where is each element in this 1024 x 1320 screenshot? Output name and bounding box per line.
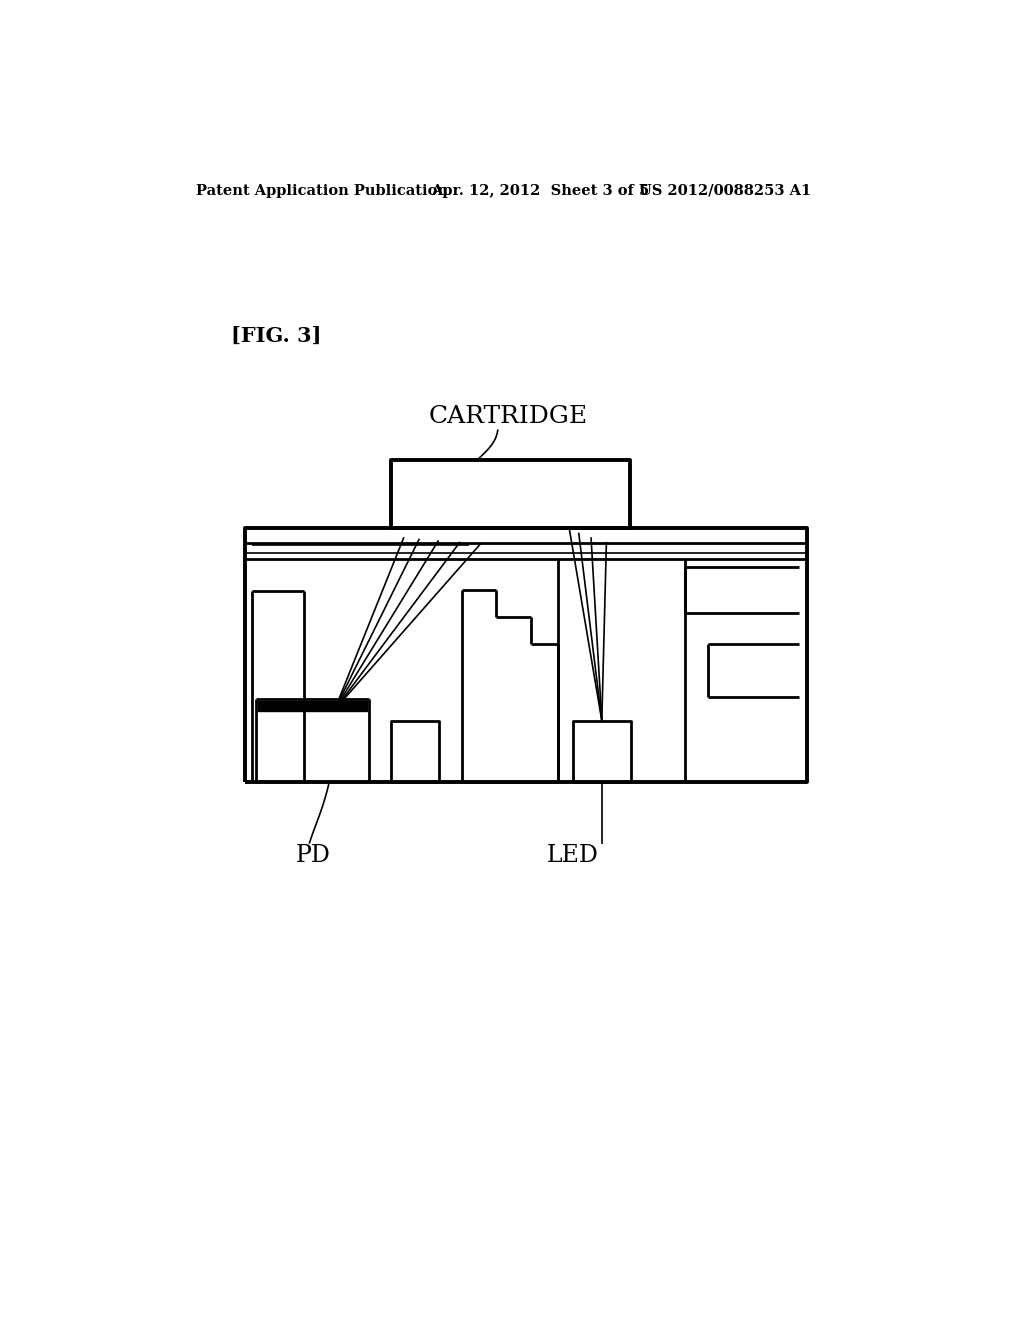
Text: Patent Application Publication: Patent Application Publication — [196, 183, 449, 198]
Text: US 2012/0088253 A1: US 2012/0088253 A1 — [639, 183, 811, 198]
Text: [FIG. 3]: [FIG. 3] — [230, 326, 322, 346]
Text: CARTRIDGE: CARTRIDGE — [428, 405, 588, 428]
Text: Apr. 12, 2012  Sheet 3 of 5: Apr. 12, 2012 Sheet 3 of 5 — [431, 183, 649, 198]
Polygon shape — [258, 701, 367, 711]
Text: LED: LED — [547, 843, 598, 867]
Text: PD: PD — [296, 843, 331, 867]
